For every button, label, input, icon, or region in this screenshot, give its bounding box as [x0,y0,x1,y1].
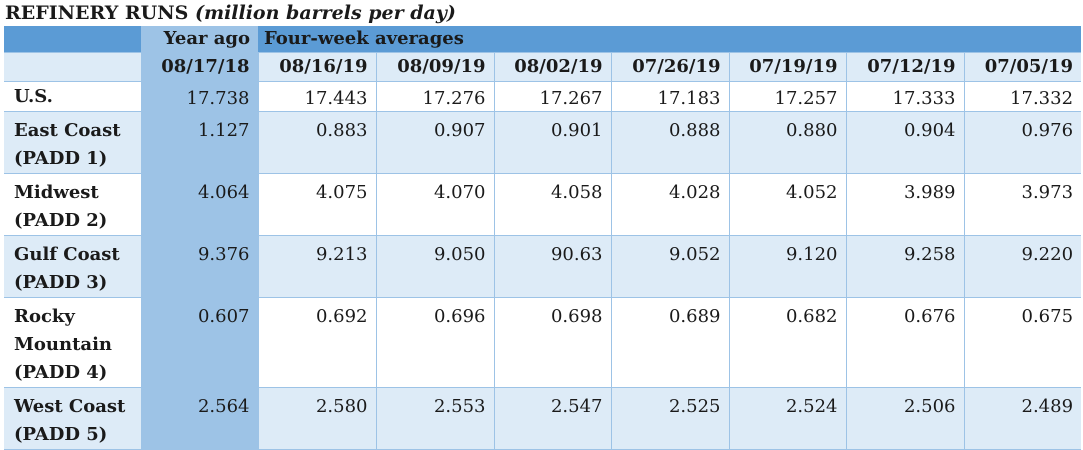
cell-value: 2.580 [257,387,376,450]
cell-value: 2.547 [493,387,611,450]
cell-value: 4.028 [610,173,729,236]
header-date: 07/26/19 [610,52,729,82]
cell-value: 9.258 [845,235,964,298]
cell-value: 17.276 [375,81,494,112]
header-four-week-averages: Four-week averages [258,26,1082,53]
cell-value: 0.682 [728,297,846,388]
cell-value: 0.607 [140,297,258,388]
cell-value: 0.883 [257,111,376,174]
table-title: REFINERY RUNS (million barrels per day) [5,0,456,26]
row-label: Midwest (PADD 2) [4,173,141,236]
cell-value: 2.489 [963,387,1082,450]
header-date: 08/09/19 [375,52,494,82]
header-date: 08/16/19 [257,52,376,82]
cell-value: 90.63 [493,235,611,298]
title-main: REFINERY RUNS [5,2,189,24]
header-corner [4,26,141,53]
cell-value: 4.064 [140,173,258,236]
cell-value: 9.376 [140,235,258,298]
header-date: 08/17/18 [140,52,258,82]
table-row: Gulf Coast (PADD 3) 9.376 9.213 9.050 90… [4,235,1082,298]
cell-value: 0.698 [493,297,611,388]
cell-value: 4.052 [728,173,846,236]
cell-value: 2.525 [610,387,729,450]
header-date: 07/05/19 [963,52,1082,82]
table-row: U.S. 17.738 17.443 17.276 17.267 17.183 … [4,81,1082,112]
table-row: Rocky Mountain (PADD 4) 0.607 0.692 0.69… [4,297,1082,388]
cell-value: 3.989 [845,173,964,236]
cell-value: 2.524 [728,387,846,450]
header-year-ago: Year ago [141,26,258,53]
cell-value: 0.901 [493,111,611,174]
cell-value: 0.888 [610,111,729,174]
header-date: 07/19/19 [728,52,846,82]
cell-value: 17.267 [493,81,611,112]
cell-value: 0.880 [728,111,846,174]
refinery-runs-table: Year ago Four-week averages 08/17/18 08/… [4,26,1082,450]
header-date: 07/12/19 [845,52,964,82]
cell-value: 0.907 [375,111,494,174]
cell-value: 9.220 [963,235,1082,298]
header-row-groups: Year ago Four-week averages [4,26,1082,53]
cell-value: 9.052 [610,235,729,298]
cell-value: 0.675 [963,297,1082,388]
cell-value: 1.127 [140,111,258,174]
cell-value: 17.257 [728,81,846,112]
cell-value: 0.689 [610,297,729,388]
cell-value: 9.213 [257,235,376,298]
cell-value: 4.070 [375,173,494,236]
header-blank [4,52,141,82]
row-label: West Coast (PADD 5) [4,387,141,450]
title-subtitle: (million barrels per day) [194,2,456,24]
cell-value: 3.973 [963,173,1082,236]
row-label: Gulf Coast (PADD 3) [4,235,141,298]
cell-value: 2.553 [375,387,494,450]
cell-value: 4.075 [257,173,376,236]
table-row: West Coast (PADD 5) 2.564 2.580 2.553 2.… [4,387,1082,450]
cell-value: 17.738 [140,81,258,112]
cell-value: 0.904 [845,111,964,174]
cell-value: 9.120 [728,235,846,298]
cell-value: 2.564 [140,387,258,450]
cell-value: 17.443 [257,81,376,112]
table-row: East Coast (PADD 1) 1.127 0.883 0.907 0.… [4,111,1082,174]
table-row: Midwest (PADD 2) 4.064 4.075 4.070 4.058… [4,173,1082,236]
cell-value: 4.058 [493,173,611,236]
cell-value: 9.050 [375,235,494,298]
row-label: U.S. [4,81,141,112]
cell-value: 0.976 [963,111,1082,174]
cell-value: 17.332 [963,81,1082,112]
cell-value: 0.692 [257,297,376,388]
header-row-dates: 08/17/18 08/16/19 08/09/19 08/02/19 07/2… [4,52,1082,82]
cell-value: 0.696 [375,297,494,388]
row-label: East Coast (PADD 1) [4,111,141,174]
row-label: Rocky Mountain (PADD 4) [4,297,141,388]
cell-value: 17.333 [845,81,964,112]
header-date: 08/02/19 [493,52,611,82]
cell-value: 17.183 [610,81,729,112]
cell-value: 2.506 [845,387,964,450]
cell-value: 0.676 [845,297,964,388]
